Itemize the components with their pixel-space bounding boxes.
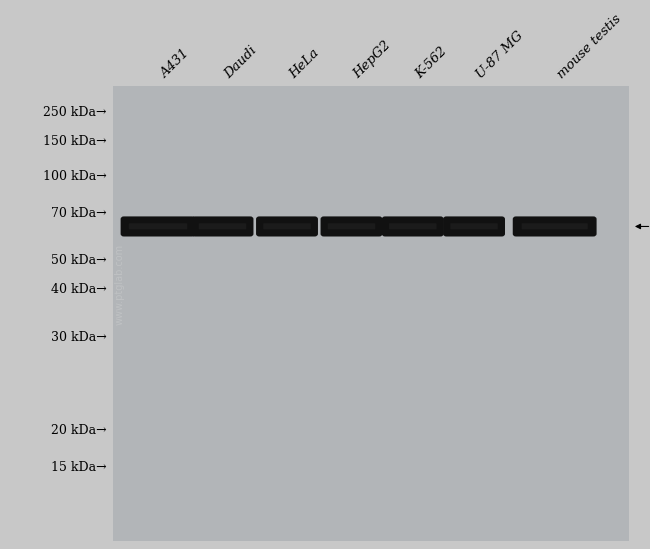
FancyBboxPatch shape (328, 223, 375, 229)
Text: 250 kDa→: 250 kDa→ (43, 107, 107, 119)
FancyBboxPatch shape (389, 223, 437, 229)
FancyBboxPatch shape (121, 216, 196, 237)
Bar (113, 86, 629, 541)
FancyBboxPatch shape (513, 216, 597, 237)
FancyBboxPatch shape (320, 216, 382, 237)
Text: 100 kDa→: 100 kDa→ (43, 170, 107, 183)
FancyBboxPatch shape (192, 216, 254, 237)
Text: 20 kDa→: 20 kDa→ (51, 423, 107, 436)
Text: HepG2: HepG2 (352, 39, 394, 81)
Text: 50 kDa→: 50 kDa→ (51, 254, 107, 267)
Text: K-562: K-562 (413, 44, 449, 81)
Text: 150 kDa→: 150 kDa→ (43, 136, 107, 148)
Text: U-87 MG: U-87 MG (474, 29, 526, 81)
FancyBboxPatch shape (199, 223, 246, 229)
Text: 40 kDa→: 40 kDa→ (51, 283, 107, 296)
Text: mouse testis: mouse testis (554, 12, 623, 81)
FancyBboxPatch shape (263, 223, 311, 229)
FancyBboxPatch shape (443, 216, 505, 237)
FancyBboxPatch shape (256, 216, 318, 237)
FancyBboxPatch shape (129, 223, 187, 229)
FancyBboxPatch shape (521, 223, 588, 229)
Text: HeLa: HeLa (287, 47, 322, 81)
Text: 70 kDa→: 70 kDa→ (51, 207, 107, 220)
Text: 30 kDa→: 30 kDa→ (51, 331, 107, 344)
Text: www.ptglab.com: www.ptglab.com (114, 244, 124, 325)
Text: Daudi: Daudi (222, 44, 260, 81)
Text: 15 kDa→: 15 kDa→ (51, 461, 107, 474)
FancyBboxPatch shape (382, 216, 444, 237)
Text: A431: A431 (158, 47, 192, 81)
FancyBboxPatch shape (450, 223, 498, 229)
